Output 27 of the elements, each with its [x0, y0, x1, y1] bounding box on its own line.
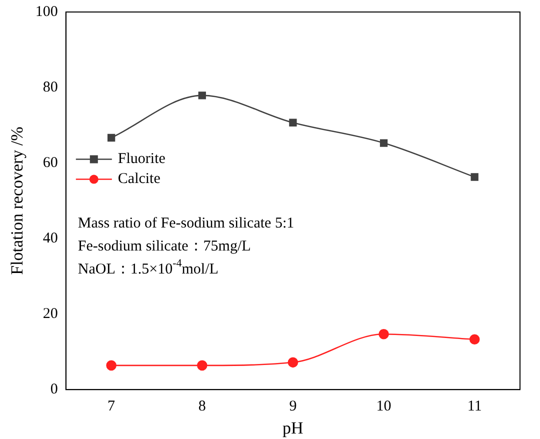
x-tick-label: 10	[376, 398, 392, 415]
point	[288, 357, 298, 368]
point	[198, 92, 206, 100]
point	[469, 334, 480, 345]
annotation: Fe-sodium silicate：75mg/L	[78, 238, 251, 254]
y-axis-title: Flotation recovery /%	[8, 126, 27, 275]
point	[380, 139, 388, 147]
annotation: Mass ratio of Fe-sodium silicate 5:1	[78, 215, 294, 232]
point	[378, 328, 389, 340]
legend-label: Calcite	[118, 171, 161, 188]
y-tick-label: 20	[42, 306, 58, 322]
point	[196, 360, 208, 371]
x-tick-label: 11	[467, 398, 482, 415]
y-tick-label: 40	[42, 230, 58, 246]
legend-label: Fluorite	[118, 151, 166, 168]
x-tick-label: 7	[108, 398, 116, 415]
y-tick-label: 0	[50, 382, 58, 398]
point	[470, 173, 478, 181]
x-tick-label: 8	[198, 398, 206, 415]
point	[289, 118, 297, 126]
x-tick-label: 9	[289, 398, 297, 415]
y-tick-label: 60	[42, 154, 58, 171]
y-tick-label: 80	[42, 79, 58, 96]
point	[106, 360, 116, 371]
y-tick-label: 100	[35, 4, 58, 20]
point	[107, 134, 116, 142]
x-axis-title: pH	[282, 418, 304, 438]
